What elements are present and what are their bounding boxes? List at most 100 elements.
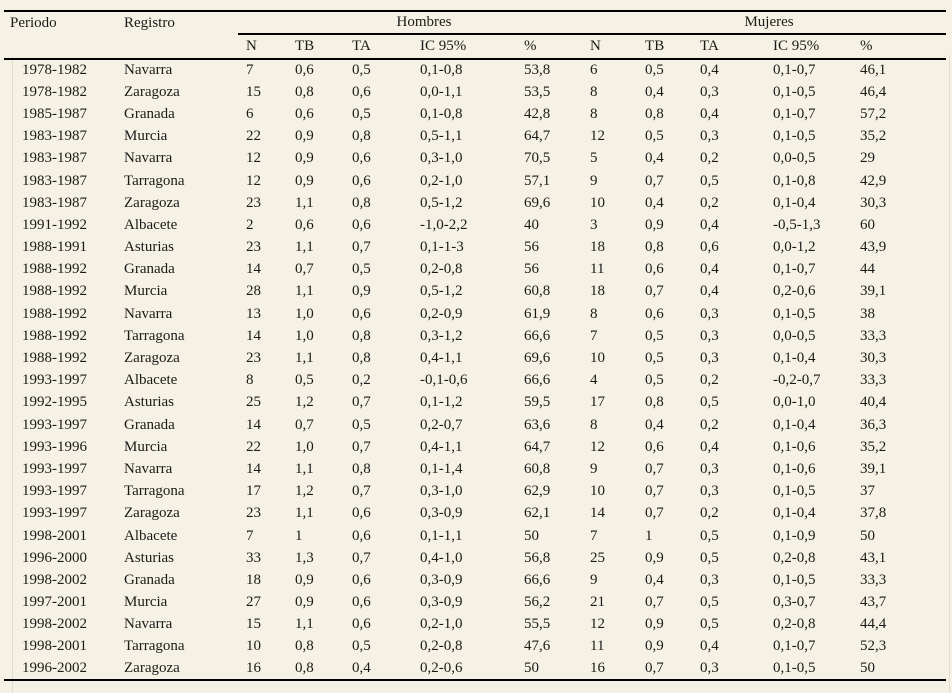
periodo-cell: 1988-1992 [22, 283, 87, 300]
table-row: 1998-2002 Granada 18 0,9 0,6 0,3-0,9 66,6 9 0,4 0… [4, 569, 946, 591]
table-row: 1983-1987 Navarra 12 0,9 0,6 0,3-1,0 70,5 5 0,4 0… [4, 148, 946, 170]
mujeres-ic95-cell: 0,1-0,4 [773, 194, 816, 211]
mujeres-pct-cell: 30,3 [860, 350, 887, 367]
mujeres-n-cell: 8 [590, 416, 598, 433]
hombres-ic95-cell: 0,3-0,9 [420, 505, 463, 522]
mujeres-ic95-cell: 0,1-0,5 [773, 128, 816, 145]
table-row: 1983-1987 Tarragona 12 0,9 0,6 0,2-1,0 57,1 9 0,… [4, 170, 946, 192]
hombres-ta-cell: 0,6 [352, 305, 371, 322]
periodo-cell: 1988-1992 [22, 305, 87, 322]
mujeres-ic95-cell: 0,1-0,4 [773, 350, 816, 367]
hombres-tb-cell: 0,6 [295, 216, 314, 233]
mujeres-tb-cell: 0,8 [645, 239, 664, 256]
hombres-tb-cell: 1 [295, 527, 303, 544]
hombres-n-cell: 33 [246, 549, 261, 566]
periodo-cell: 1996-2000 [22, 549, 87, 566]
mujeres-ic95-cell: 0,1-0,7 [773, 261, 816, 278]
hombres-ic95-cell: 0,1-1,1 [420, 527, 463, 544]
periodo-cell: 1993-1997 [22, 416, 87, 433]
registro-cell: Albacete [124, 216, 178, 233]
mujeres-n-cell: 8 [590, 83, 598, 100]
hombres-n-cell: 6 [246, 105, 254, 122]
mujeres-n-cell: 9 [590, 172, 598, 189]
hombres-pct-cell: 69,6 [524, 194, 551, 211]
mujeres-n-cell: 8 [590, 105, 598, 122]
hombres-tb-cell: 1,1 [295, 283, 314, 300]
periodo-cell: 1983-1987 [22, 150, 87, 167]
mujeres-ic95-cell: -0,2-0,7 [773, 372, 821, 389]
table-row: 1997-2001 Murcia 27 0,9 0,6 0,3-0,9 56,2 21 0,7 0… [4, 592, 946, 614]
hombres-tb-cell: 0,9 [295, 172, 314, 189]
hombres-pct-cell: 64,7 [524, 128, 551, 145]
mujeres-ta-cell: 0,5 [700, 394, 719, 411]
hombres-tb-cell: 0,9 [295, 594, 314, 611]
hombres-ic95-cell: 0,4-1,0 [420, 549, 463, 566]
periodo-cell: 1993-1997 [22, 460, 87, 477]
mujeres-pct-cell: 35,2 [860, 128, 887, 145]
periodo-cell: 1993-1997 [22, 372, 87, 389]
periodo-cell: 1993-1996 [22, 438, 87, 455]
mujeres-pct-cell: 44 [860, 261, 876, 278]
hombres-pct-cell: 64,7 [524, 438, 551, 455]
mujeres-tb-cell: 0,6 [645, 438, 664, 455]
hombres-tb-cell: 1,1 [295, 239, 314, 256]
hombres-pct-cell: 62,9 [524, 483, 551, 500]
mujeres-ic95-cell: 0,1-0,7 [773, 638, 816, 655]
hombres-ic95-cell: 0,3-1,2 [420, 327, 463, 344]
mujeres-n-cell: 18 [590, 283, 606, 300]
mujeres-ic95-cell: 0,1-0,5 [773, 483, 816, 500]
mujeres-ta-cell: 0,2 [700, 194, 719, 211]
hombres-tb-cell: 1,0 [295, 327, 314, 344]
hombres-ic95-cell: 0,3-1,0 [420, 150, 463, 167]
hombres-pct-cell: 60,8 [524, 283, 551, 300]
mujeres-n-cell: 7 [590, 327, 598, 344]
hombres-ic95-cell: 0,1-1,2 [420, 394, 463, 411]
hombres-pct-cell: 55,5 [524, 616, 551, 633]
registro-cell: Murcia [124, 438, 168, 455]
mujeres-ta-cell: 0,4 [700, 62, 719, 79]
mujeres-tb-cell: 1 [645, 527, 653, 544]
hombres-tb-cell: 1,2 [295, 483, 314, 500]
header-cell-mujeres-pct: % [852, 34, 947, 60]
header-cell-hombres-ta: TA [348, 34, 406, 60]
hombres-ic95-cell: 0,5-1,2 [420, 283, 463, 300]
hombres-pct-cell: 66,6 [524, 327, 551, 344]
hombres-ta-cell: 0,8 [352, 128, 371, 145]
registro-cell: Tarragona [124, 483, 185, 500]
registro-cell: Navarra [124, 616, 173, 633]
hombres-ta-cell: 0,5 [352, 261, 371, 278]
periodo-cell: 1993-1997 [22, 505, 87, 522]
periodo-cell: 1978-1982 [22, 62, 87, 79]
registro-cell: Tarragona [124, 638, 185, 655]
hombres-n-cell: 14 [246, 460, 261, 477]
hombres-n-cell: 23 [246, 505, 261, 522]
hombres-tb-cell: 0,8 [295, 83, 314, 100]
periodo-cell: 1983-1987 [22, 128, 87, 145]
registro-cell: Zaragoza [124, 83, 180, 100]
hombres-tb-cell: 1,2 [295, 394, 314, 411]
hombres-pct-cell: 53,8 [524, 62, 551, 79]
mujeres-n-cell: 11 [590, 638, 605, 655]
hombres-ta-cell: 0,6 [352, 594, 371, 611]
registro-cell: Granada [124, 105, 175, 122]
hombres-ic95-cell: 0,3-0,9 [420, 571, 463, 588]
hombres-ta-cell: 0,6 [352, 527, 371, 544]
hombres-ic95-cell: 0,4-1,1 [420, 438, 463, 455]
mujeres-ic95-cell: 0,0-1,2 [773, 239, 816, 256]
header-group-hombres: Hombres [238, 11, 583, 35]
mujeres-ta-cell: 0,3 [700, 128, 719, 145]
mujeres-ta-cell: 0,4 [700, 283, 719, 300]
hombres-ta-cell: 0,7 [352, 239, 371, 256]
hombres-tb-cell: 0,6 [295, 62, 314, 79]
hombres-pct-cell: 66,6 [524, 372, 551, 389]
hombres-n-cell: 15 [246, 83, 261, 100]
mujeres-ta-cell: 0,4 [700, 105, 719, 122]
hombres-tb-cell: 0,5 [295, 372, 314, 389]
hombres-pct-cell: 66,6 [524, 571, 551, 588]
mujeres-ic95-cell: 0,2-0,6 [773, 283, 816, 300]
hombres-pct-cell: 70,5 [524, 150, 551, 167]
hombres-ta-cell: 0,6 [352, 216, 371, 233]
mujeres-n-cell: 7 [590, 527, 598, 544]
mujeres-n-cell: 4 [590, 372, 598, 389]
hombres-n-cell: 14 [246, 416, 261, 433]
